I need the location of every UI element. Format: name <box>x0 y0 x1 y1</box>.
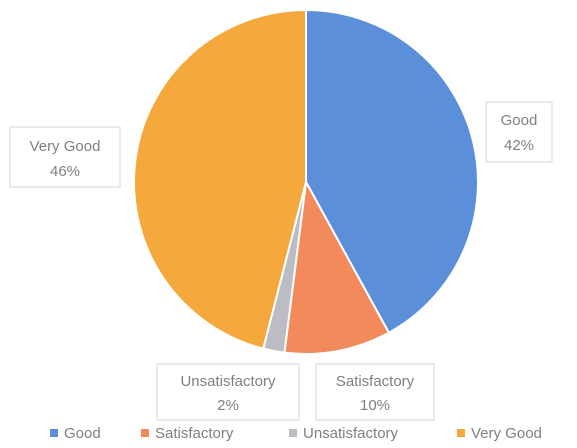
pie-slice-satisfactory <box>283 178 391 355</box>
legend-item-very-good: Very Good <box>457 425 542 442</box>
legend-item-unsatisfactory: Unsatisfactory <box>289 425 399 442</box>
legend-label-unsatisfactory: Unsatisfactory <box>303 425 399 442</box>
legend-swatch-unsatisfactory <box>289 429 297 437</box>
legend-swatch-very-good <box>457 429 465 437</box>
data-label-good-percent: 42% <box>504 137 534 154</box>
data-label-good-category: Good <box>501 112 538 129</box>
legend-swatch-satisfactory <box>141 429 149 437</box>
legend-item-good: Good <box>50 425 101 442</box>
data-label-satisfactory-percent: 10% <box>360 397 390 414</box>
data-label-satisfactory-category: Satisfactory <box>336 373 415 390</box>
legend-label-satisfactory: Satisfactory <box>155 425 234 442</box>
pie-slices <box>132 8 479 355</box>
data-label-good: Good 42% <box>485 101 553 163</box>
data-label-very-good-percent: 46% <box>50 163 80 180</box>
legend-label-very-good: Very Good <box>471 425 542 442</box>
legend-label-good: Good <box>64 425 101 442</box>
data-label-unsatisfactory: Unsatisfactory 2% <box>156 363 300 421</box>
data-label-satisfactory: Satisfactory 10% <box>315 363 435 421</box>
legend: Good Satisfactory Unsatisfactory Very Go… <box>50 425 542 442</box>
data-label-very-good-category: Very Good <box>30 138 101 155</box>
legend-item-satisfactory: Satisfactory <box>141 425 234 442</box>
pie-slice-very-good <box>132 8 307 350</box>
pie-slice-good <box>305 8 479 335</box>
data-label-unsatisfactory-category: Unsatisfactory <box>180 373 276 390</box>
legend-swatch-good <box>50 429 58 437</box>
data-label-unsatisfactory-percent: 2% <box>217 397 239 414</box>
data-label-very-good: Very Good 46% <box>9 126 121 188</box>
